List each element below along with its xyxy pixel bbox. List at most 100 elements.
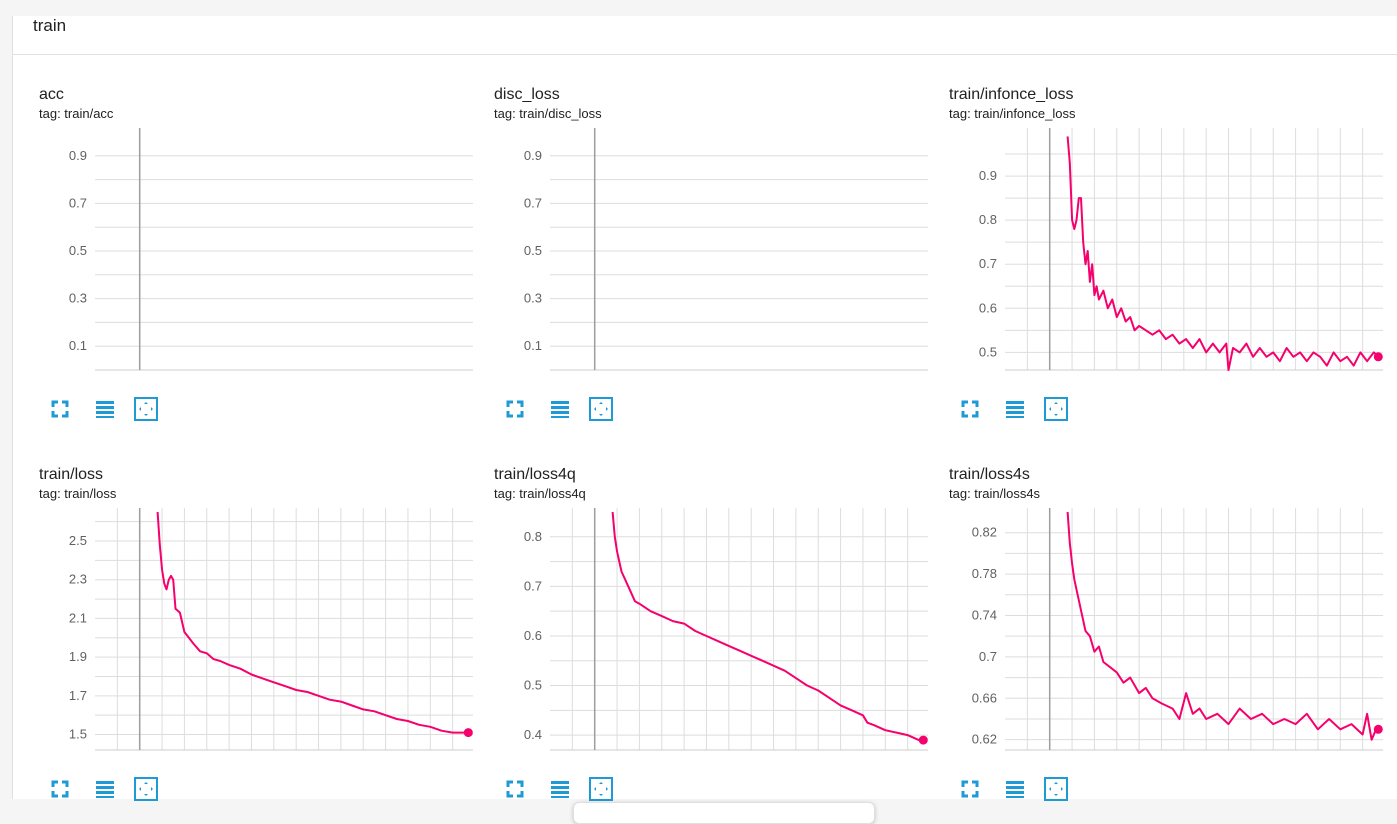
chart-card: disc_loss tag: train/disc_loss 0.1 0.3 0.5 0.…	[478, 84, 928, 421]
chart-tag: tag: train/infonce_loss	[949, 106, 1076, 121]
y-tick-label: 0.9	[69, 148, 87, 163]
fit-domain-icon	[588, 397, 614, 425]
y-tick-label: 0.5	[524, 678, 542, 693]
series-line	[1066, 511, 1379, 741]
chart-card: train/loss tag: train/loss 1.5 1.7 1.9 2.1 2.3…	[23, 464, 473, 801]
line-chart[interactable]: 0.620.660.70.740.780.82020k40k60k80k100k…	[933, 508, 1383, 758]
chart-card: train/loss4s tag: train/loss4s 0.62 0.66 0.7…	[933, 464, 1383, 801]
line-chart[interactable]: 1.51.71.92.12.32.5020k40k60k80k100k120k1…	[23, 508, 473, 758]
y-tick-label: 0.1	[69, 338, 87, 353]
expand-button[interactable]	[957, 396, 983, 422]
chart-card: train/infonce_loss tag: train/infonce_los…	[933, 84, 1383, 421]
chart-tag: tag: train/loss	[39, 486, 117, 501]
fit-domain-icon	[133, 397, 159, 425]
series-line	[1066, 136, 1379, 371]
y-tick-label: 0.7	[524, 578, 542, 593]
expand-button[interactable]	[957, 776, 983, 802]
chart-tag: tag: train/disc_loss	[494, 106, 602, 121]
expand-button[interactable]	[502, 776, 528, 802]
fit-domain-icon	[133, 777, 159, 805]
fit-domain-button[interactable]	[588, 776, 614, 802]
series-last-point	[1373, 352, 1383, 362]
toggle-y-axis-log-button[interactable]	[92, 396, 118, 422]
y-tick-label: 1.5	[69, 727, 87, 742]
expand-button[interactable]	[47, 776, 73, 802]
chart-title: train/infonce_loss	[949, 86, 1074, 103]
y-tick-label: 0.6	[524, 628, 542, 643]
y-tick-label: 0.4	[524, 727, 542, 742]
y-tick-label: 2.5	[69, 533, 87, 548]
y-tick-label: 0.62	[972, 732, 997, 747]
y-tick-label: 2.1	[69, 610, 87, 625]
expand-icon	[502, 400, 528, 425]
y-tick-label: 0.7	[69, 195, 87, 210]
fit-domain-icon	[1043, 397, 1069, 425]
y-tick-label: 0.1	[524, 338, 542, 353]
toggle-y-axis-log-icon	[92, 401, 118, 425]
toggle-y-axis-log-icon	[547, 781, 573, 805]
fit-domain-button[interactable]	[1043, 396, 1069, 422]
series-last-point	[918, 735, 928, 745]
chart-title: train/loss	[39, 466, 104, 483]
expand-icon	[47, 780, 73, 805]
chart-title: train/loss4q	[494, 466, 576, 483]
toggle-y-axis-log-icon	[547, 401, 573, 425]
y-tick-label: 0.8	[979, 212, 997, 227]
fit-domain-button[interactable]	[1043, 776, 1069, 802]
toggle-y-axis-log-icon	[1002, 401, 1028, 425]
expand-icon	[47, 400, 73, 425]
y-tick-label: 2.3	[69, 572, 87, 587]
y-tick-label: 0.5	[979, 344, 997, 359]
toggle-y-axis-log-icon	[1002, 781, 1028, 805]
chart-tag: tag: train/acc	[39, 106, 114, 121]
y-tick-label: 0.5	[69, 243, 87, 258]
y-tick-label: 0.9	[524, 148, 542, 163]
tooltip-popup	[573, 802, 875, 824]
toggle-y-axis-log-button[interactable]	[92, 776, 118, 802]
fit-domain-icon	[1043, 777, 1069, 805]
y-tick-label: 0.5	[524, 243, 542, 258]
toggle-y-axis-log-button[interactable]	[1002, 396, 1028, 422]
series-last-point	[1373, 724, 1383, 734]
series-line	[156, 511, 469, 734]
train-section: train acc tag: train/acc 0.1 0.3 0.5 0.7 0.9 di…	[12, 16, 1397, 824]
y-tick-label: 0.7	[979, 649, 997, 664]
line-chart[interactable]: 0.1 0.3 0.5 0.7 0.9	[23, 128, 473, 378]
y-tick-label: 0.74	[972, 607, 997, 622]
section-title: train	[33, 16, 67, 35]
expand-icon	[957, 780, 983, 805]
chart-title: train/loss4s	[949, 466, 1030, 483]
chart-card: acc tag: train/acc 0.1 0.3 0.5 0.7 0.9	[23, 84, 473, 421]
line-chart[interactable]: 0.1 0.3 0.5 0.7 0.9	[478, 128, 928, 378]
expand-button[interactable]	[47, 396, 73, 422]
y-tick-label: 0.9	[979, 168, 997, 183]
y-tick-label: 0.7	[979, 256, 997, 271]
line-chart[interactable]: 0.40.50.60.70.8020k40k60k80k100k120k140k	[478, 508, 928, 758]
line-chart[interactable]: 0.50.60.70.80.9020k40k60k80k100k120k140k	[933, 128, 1383, 378]
fit-domain-button[interactable]	[133, 396, 159, 422]
chart-tag: tag: train/loss4q	[494, 486, 586, 501]
section-divider	[13, 54, 1397, 55]
y-tick-label: 1.9	[69, 649, 87, 664]
y-tick-label: 0.8	[524, 529, 542, 544]
series-last-point	[463, 728, 473, 738]
expand-icon	[502, 780, 528, 805]
chart-card: train/loss4q tag: train/loss4q 0.4 0.5 0.6 0.…	[478, 464, 928, 801]
expand-button[interactable]	[502, 396, 528, 422]
chart-title: acc	[39, 86, 64, 103]
y-tick-label: 0.66	[972, 690, 997, 705]
y-tick-label: 0.82	[972, 525, 997, 540]
y-tick-label: 0.3	[524, 291, 542, 306]
expand-icon	[957, 400, 983, 425]
series-line	[611, 511, 924, 742]
chart-title: disc_loss	[494, 86, 560, 103]
fit-domain-button[interactable]	[588, 396, 614, 422]
y-tick-label: 0.7	[524, 195, 542, 210]
toggle-y-axis-log-button[interactable]	[1002, 776, 1028, 802]
toggle-y-axis-log-icon	[92, 781, 118, 805]
chart-tag: tag: train/loss4s	[949, 486, 1041, 501]
toggle-y-axis-log-button[interactable]	[547, 776, 573, 802]
toggle-y-axis-log-button[interactable]	[547, 396, 573, 422]
fit-domain-button[interactable]	[133, 776, 159, 802]
y-tick-label: 0.78	[972, 566, 997, 581]
